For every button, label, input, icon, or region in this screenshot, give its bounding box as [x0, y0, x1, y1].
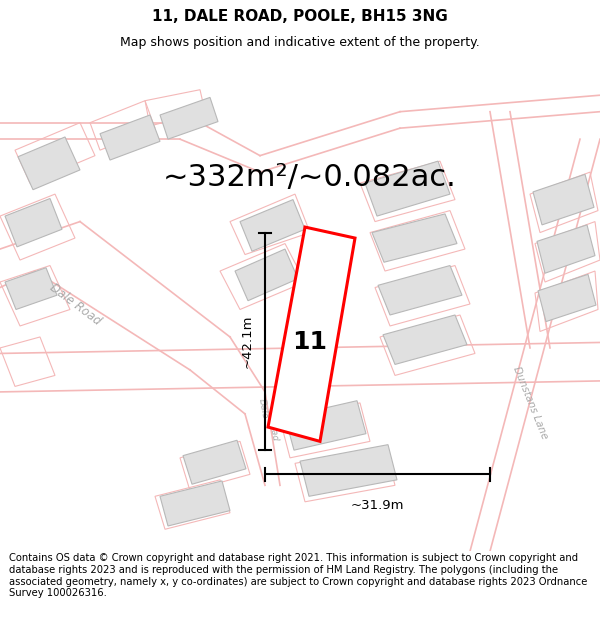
- Text: 11: 11: [293, 331, 328, 354]
- Text: Road: Road: [266, 418, 280, 442]
- Text: Map shows position and indicative extent of the property.: Map shows position and indicative extent…: [120, 36, 480, 49]
- Text: ~42.1m: ~42.1m: [241, 314, 254, 368]
- Text: Dunstans Lane: Dunstans Lane: [511, 365, 549, 441]
- Polygon shape: [18, 137, 80, 190]
- Polygon shape: [537, 225, 595, 273]
- Polygon shape: [268, 227, 355, 441]
- Text: ~332m²/~0.082ac.: ~332m²/~0.082ac.: [163, 163, 457, 192]
- Polygon shape: [378, 266, 462, 315]
- Polygon shape: [533, 174, 594, 225]
- Text: ~31.9m: ~31.9m: [350, 499, 404, 511]
- Polygon shape: [183, 440, 246, 484]
- Polygon shape: [160, 98, 218, 139]
- Polygon shape: [235, 249, 298, 301]
- Polygon shape: [372, 214, 457, 262]
- Polygon shape: [300, 444, 397, 496]
- Polygon shape: [240, 199, 305, 251]
- Polygon shape: [365, 161, 450, 216]
- Polygon shape: [383, 315, 467, 364]
- Text: Dale Road: Dale Road: [47, 281, 103, 328]
- Text: Dale: Dale: [257, 398, 269, 419]
- Polygon shape: [5, 268, 57, 309]
- Polygon shape: [285, 401, 366, 450]
- Polygon shape: [100, 115, 160, 160]
- Text: Contains OS data © Crown copyright and database right 2021. This information is : Contains OS data © Crown copyright and d…: [9, 554, 587, 598]
- Polygon shape: [538, 274, 596, 322]
- Polygon shape: [160, 481, 230, 526]
- Polygon shape: [5, 199, 62, 247]
- Text: 11, DALE ROAD, POOLE, BH15 3NG: 11, DALE ROAD, POOLE, BH15 3NG: [152, 9, 448, 24]
